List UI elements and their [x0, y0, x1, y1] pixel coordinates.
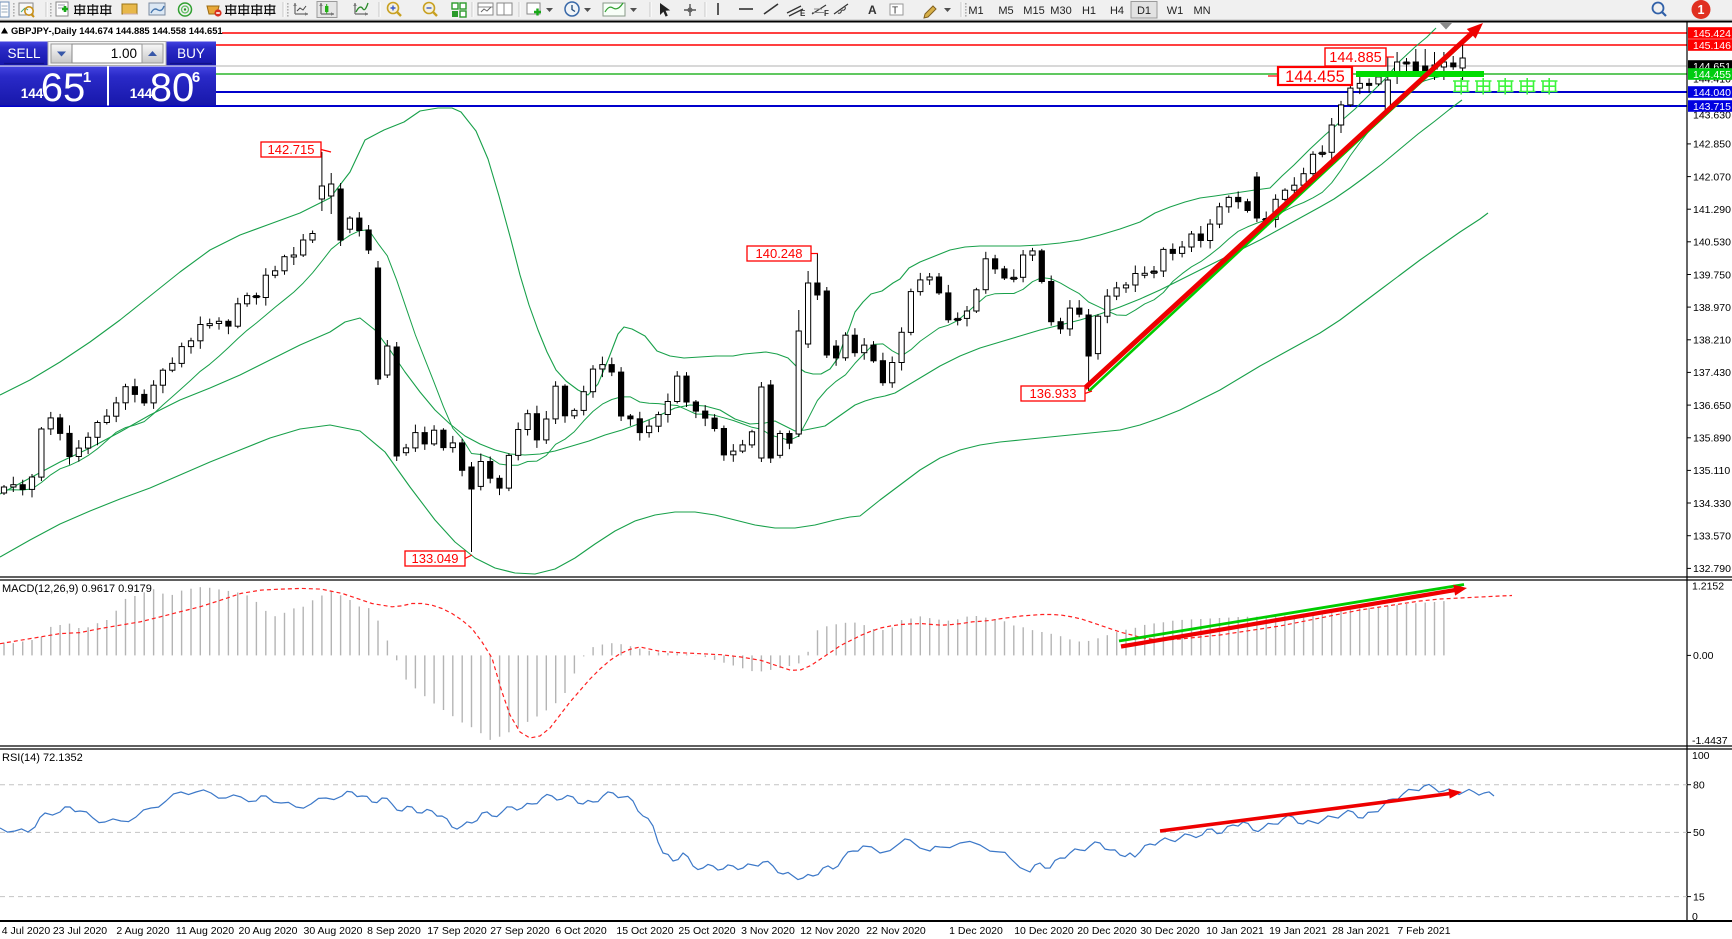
- svg-text:20 Dec 2020: 20 Dec 2020: [1077, 925, 1137, 937]
- svg-text:143.715: 143.715: [1693, 101, 1731, 113]
- svg-text:133.049: 133.049: [412, 551, 459, 566]
- svg-text:138.210: 138.210: [1693, 335, 1731, 347]
- svg-text:F: F: [824, 9, 829, 18]
- svg-text:15: 15: [1693, 891, 1705, 903]
- svg-text:137.430: 137.430: [1693, 367, 1731, 379]
- svg-text:0.00: 0.00: [1693, 650, 1714, 662]
- svg-text:139.750: 139.750: [1693, 269, 1731, 281]
- svg-text:15 Oct 2020: 15 Oct 2020: [616, 925, 673, 937]
- svg-text:11 Aug 2020: 11 Aug 2020: [176, 925, 234, 937]
- svg-text:100: 100: [1692, 750, 1710, 762]
- svg-text:132.790: 132.790: [1693, 563, 1731, 575]
- svg-text:50: 50: [1693, 827, 1705, 839]
- svg-text:135.890: 135.890: [1693, 433, 1731, 445]
- svg-text:-1.4437: -1.4437: [1692, 735, 1728, 747]
- svg-text:143.630: 143.630: [1693, 110, 1731, 122]
- svg-text:138.970: 138.970: [1693, 302, 1731, 314]
- svg-text:M30: M30: [1050, 5, 1071, 17]
- svg-text:8 Sep 2020: 8 Sep 2020: [367, 925, 421, 937]
- svg-text:BUY: BUY: [177, 46, 205, 61]
- svg-text:142.715: 142.715: [268, 142, 315, 157]
- svg-text:0: 0: [1692, 911, 1698, 923]
- svg-text:141.290: 141.290: [1693, 204, 1731, 216]
- svg-text:MACD(12,26,9) 0.9617 0.9179: MACD(12,26,9) 0.9617 0.9179: [2, 583, 152, 595]
- svg-text:144.455: 144.455: [1285, 68, 1345, 86]
- svg-text:145.424: 145.424: [1693, 28, 1731, 40]
- svg-text:1: 1: [83, 69, 91, 86]
- svg-text:7 Feb 2021: 7 Feb 2021: [1397, 925, 1450, 937]
- svg-text:E: E: [800, 9, 806, 18]
- svg-text:10 Dec 2020: 10 Dec 2020: [1014, 925, 1074, 937]
- svg-text:144.885: 144.885: [1329, 50, 1381, 66]
- svg-text:136.650: 136.650: [1693, 400, 1731, 412]
- svg-text:28 Jan 2021: 28 Jan 2021: [1332, 925, 1390, 937]
- svg-text:23 Jul 2020: 23 Jul 2020: [53, 925, 107, 937]
- svg-text:19 Jan 2021: 19 Jan 2021: [1269, 925, 1327, 937]
- svg-text:1.2152: 1.2152: [1692, 581, 1724, 593]
- svg-text:144.040: 144.040: [1693, 87, 1731, 99]
- svg-text:4 Jul 2020: 4 Jul 2020: [2, 925, 51, 937]
- svg-text:133.570: 133.570: [1693, 531, 1731, 543]
- svg-text:80: 80: [1693, 780, 1705, 792]
- svg-text:30 Dec 2020: 30 Dec 2020: [1140, 925, 1200, 937]
- svg-text:134.330: 134.330: [1693, 498, 1731, 510]
- svg-text:65: 65: [41, 66, 86, 110]
- svg-text:27 Sep 2020: 27 Sep 2020: [490, 925, 550, 937]
- svg-text:10 Jan 2021: 10 Jan 2021: [1206, 925, 1264, 937]
- svg-text:H1: H1: [1082, 5, 1096, 17]
- svg-text:3 Nov 2020: 3 Nov 2020: [741, 925, 795, 937]
- svg-text:140.530: 140.530: [1693, 237, 1731, 249]
- svg-text:22 Nov 2020: 22 Nov 2020: [866, 925, 926, 937]
- svg-text:SELL: SELL: [7, 46, 41, 61]
- svg-text:D1: D1: [1137, 5, 1151, 17]
- svg-text:H4: H4: [1110, 5, 1124, 17]
- svg-text:144: 144: [130, 86, 153, 101]
- svg-text:12 Nov 2020: 12 Nov 2020: [800, 925, 860, 937]
- svg-text:6 Oct 2020: 6 Oct 2020: [555, 925, 607, 937]
- svg-text:M1: M1: [968, 5, 983, 17]
- svg-text:80: 80: [150, 66, 195, 110]
- svg-text:144: 144: [21, 86, 44, 101]
- svg-text:142.850: 142.850: [1693, 139, 1731, 151]
- svg-text:MN: MN: [1193, 5, 1210, 17]
- svg-text:145.146: 145.146: [1693, 40, 1731, 52]
- svg-text:20 Aug 2020: 20 Aug 2020: [239, 925, 298, 937]
- svg-text:136.933: 136.933: [1030, 386, 1077, 401]
- svg-text:M5: M5: [998, 5, 1013, 17]
- svg-text:144.455: 144.455: [1693, 69, 1731, 81]
- svg-text:140.248: 140.248: [756, 246, 803, 261]
- svg-text:W1: W1: [1167, 5, 1184, 17]
- svg-text:M15: M15: [1023, 5, 1044, 17]
- svg-text:1.00: 1.00: [111, 46, 137, 61]
- svg-text:6: 6: [192, 69, 200, 86]
- svg-text:1: 1: [1698, 3, 1705, 17]
- svg-text:RSI(14) 72.1352: RSI(14) 72.1352: [2, 752, 83, 764]
- svg-text:17 Sep 2020: 17 Sep 2020: [427, 925, 487, 937]
- svg-text:135.110: 135.110: [1693, 465, 1730, 477]
- svg-text:GBPJPY-,Daily 144.674 144.885: GBPJPY-,Daily 144.674 144.885 144.558 14…: [11, 25, 223, 36]
- svg-text:2 Aug 2020: 2 Aug 2020: [116, 925, 169, 937]
- svg-text:T: T: [892, 6, 898, 17]
- svg-text:A: A: [868, 3, 877, 17]
- svg-text:25 Oct 2020: 25 Oct 2020: [678, 925, 735, 937]
- svg-text:30 Aug 2020: 30 Aug 2020: [304, 925, 363, 937]
- svg-text:1 Dec 2020: 1 Dec 2020: [949, 925, 1003, 937]
- svg-text:142.070: 142.070: [1693, 171, 1731, 183]
